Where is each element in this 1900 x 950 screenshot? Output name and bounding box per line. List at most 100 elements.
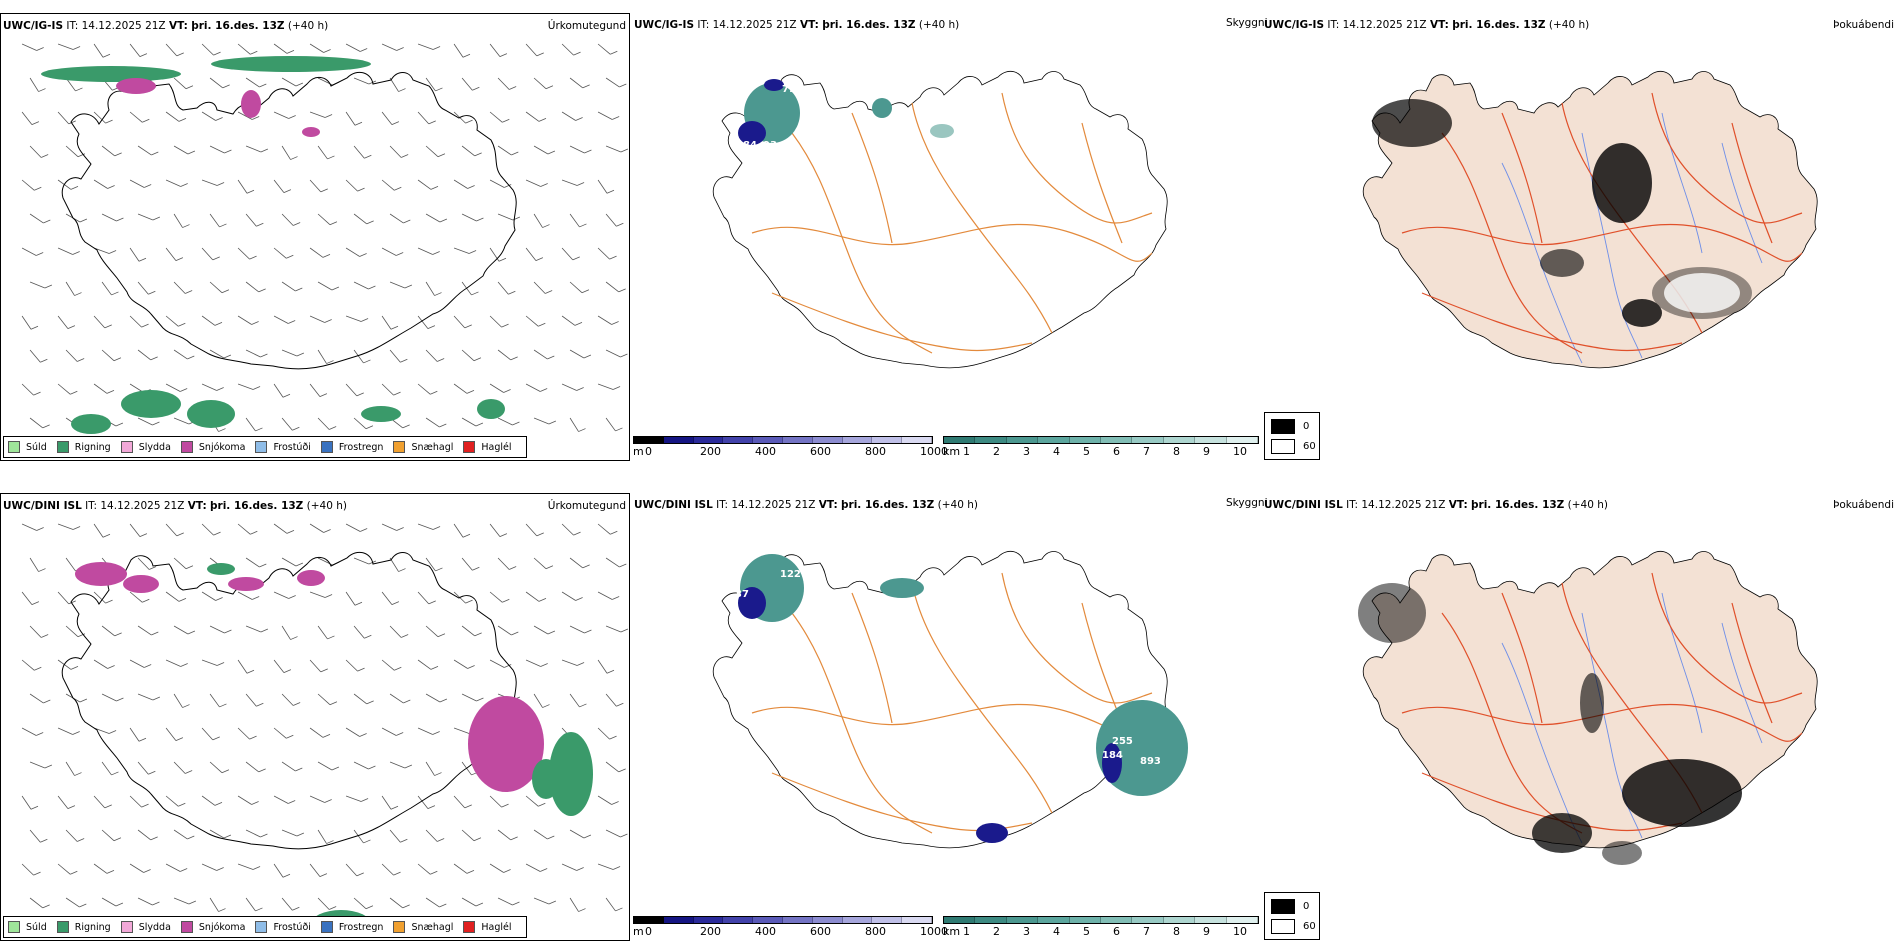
wind-barb-feather (31, 601, 40, 605)
wind-barb (309, 111, 326, 118)
wind-barb (489, 111, 503, 123)
wind-barb (245, 145, 262, 153)
m-tick-label: 800 (865, 925, 886, 938)
wind-barb-feather (282, 873, 291, 878)
legend-swatch (393, 441, 406, 453)
wind-barb (201, 523, 214, 536)
precip-map-svg-top (21, 43, 629, 434)
wind-barb (29, 897, 43, 909)
wind-barb (65, 557, 76, 572)
km-tick-label: 10 (1233, 925, 1247, 938)
wind-barb-feather (508, 290, 516, 295)
wind-barb (57, 383, 71, 395)
legend-item-rigning: Rigning (56, 441, 111, 453)
wind-barb-feather (393, 871, 401, 876)
wind-barb (461, 349, 475, 362)
wind-barb (65, 897, 80, 908)
wind-barb (129, 247, 140, 262)
wind-barb-feather (548, 420, 557, 425)
wind-barb-feather (331, 766, 340, 771)
wind-barb-feather (74, 292, 82, 296)
wind-barb-feather (319, 393, 328, 397)
wind-barb (389, 557, 399, 572)
wind-barb-feather (511, 631, 519, 636)
wind-barb-feather (540, 663, 548, 667)
wind-barb (281, 417, 293, 431)
wind-barb (425, 417, 440, 428)
wind-barb-feather (326, 840, 334, 844)
wind-barb-feather (462, 533, 471, 538)
panel-title-top-mid: UWC/IG-IS IT: 14.12.2025 21Z VT: þri. 16… (634, 19, 960, 31)
wind-barb (461, 829, 475, 842)
wind-barb (605, 693, 617, 707)
wind-barb (497, 213, 514, 221)
wind-barb-feather (536, 532, 544, 537)
wind-barb-feather (34, 666, 42, 671)
wind-barb-feather (139, 533, 148, 537)
wind-barb-feather (331, 286, 340, 291)
low-visibility-areas (738, 79, 954, 145)
wind-barb (317, 349, 327, 364)
legend-label: Frostregn (338, 441, 384, 453)
colorbar-step (902, 917, 932, 923)
wind-barb (209, 349, 225, 359)
wind-barb (173, 417, 190, 425)
wind-barb-feather (182, 704, 190, 708)
wind-barb (101, 145, 115, 157)
iceland-coastline (712, 70, 1168, 369)
wind-barb-feather (292, 426, 300, 431)
wind-barb-feather (288, 320, 296, 324)
wind-barb-feather (612, 866, 621, 870)
colorbar-step (842, 917, 873, 923)
wind-barb (165, 179, 181, 187)
wind-barb-feather (437, 633, 446, 638)
wind-barb (309, 383, 321, 397)
vis-value-3: 79 (782, 84, 796, 95)
panel-title-top-right: UWC/IG-IS IT: 14.12.2025 21Z VT: þri. 16… (1264, 19, 1590, 31)
wind-barb (173, 145, 189, 155)
wind-barb (569, 77, 583, 89)
road-network (751, 92, 1153, 354)
wind-barb-feather (404, 284, 413, 289)
m-tick-label: 0 (645, 925, 652, 938)
wind-barb (129, 659, 145, 668)
legend-item-slydda: Slydda (120, 921, 171, 933)
wind-barb-feather (472, 86, 480, 91)
wind-barb-feather (396, 732, 404, 736)
wind-barb (137, 829, 151, 841)
wind-barb (425, 213, 441, 223)
wind-barb (417, 591, 430, 605)
road (851, 112, 893, 244)
wind-barb-feather (576, 867, 584, 871)
wind-barb-feather (398, 88, 406, 92)
precip-type-label: Úrkomutegund (547, 500, 626, 512)
wind-barb (353, 349, 364, 364)
fog-patch (1358, 583, 1426, 643)
wind-barb (21, 863, 34, 876)
wind-barb-feather (360, 528, 368, 532)
wind-barb-feather (252, 386, 261, 390)
wind-barb (345, 43, 361, 52)
wind-barb-feather (68, 600, 76, 605)
low-vis-area (880, 578, 924, 598)
wind-barb (137, 693, 154, 701)
visibility-m-colorbar-bottom: m 0 200 400 600 800 1000 (633, 916, 948, 938)
wind-barb-feather (499, 53, 508, 57)
m-tick-label: 200 (700, 445, 721, 458)
fog-high-label: 0 (1303, 421, 1310, 432)
wind-barb (129, 315, 142, 328)
panel-title-bottom-left: UWC/DINI ISL IT: 14.12.2025 21Z VT: þri.… (3, 500, 347, 512)
colorbar-step (944, 437, 976, 443)
wind-barbs (21, 43, 629, 432)
wind-barb (237, 795, 252, 805)
wind-barb-feather (618, 768, 626, 773)
wind-barb-feather (187, 355, 195, 360)
wind-barb (309, 659, 322, 673)
colorbar-step (753, 437, 783, 443)
wind-barb-feather (427, 805, 436, 809)
wind-barb (605, 145, 622, 153)
wind-barb (597, 863, 614, 870)
wind-barb-feather (396, 527, 404, 531)
wind-barb-feather (175, 737, 184, 741)
wind-barb-feather (439, 423, 447, 428)
